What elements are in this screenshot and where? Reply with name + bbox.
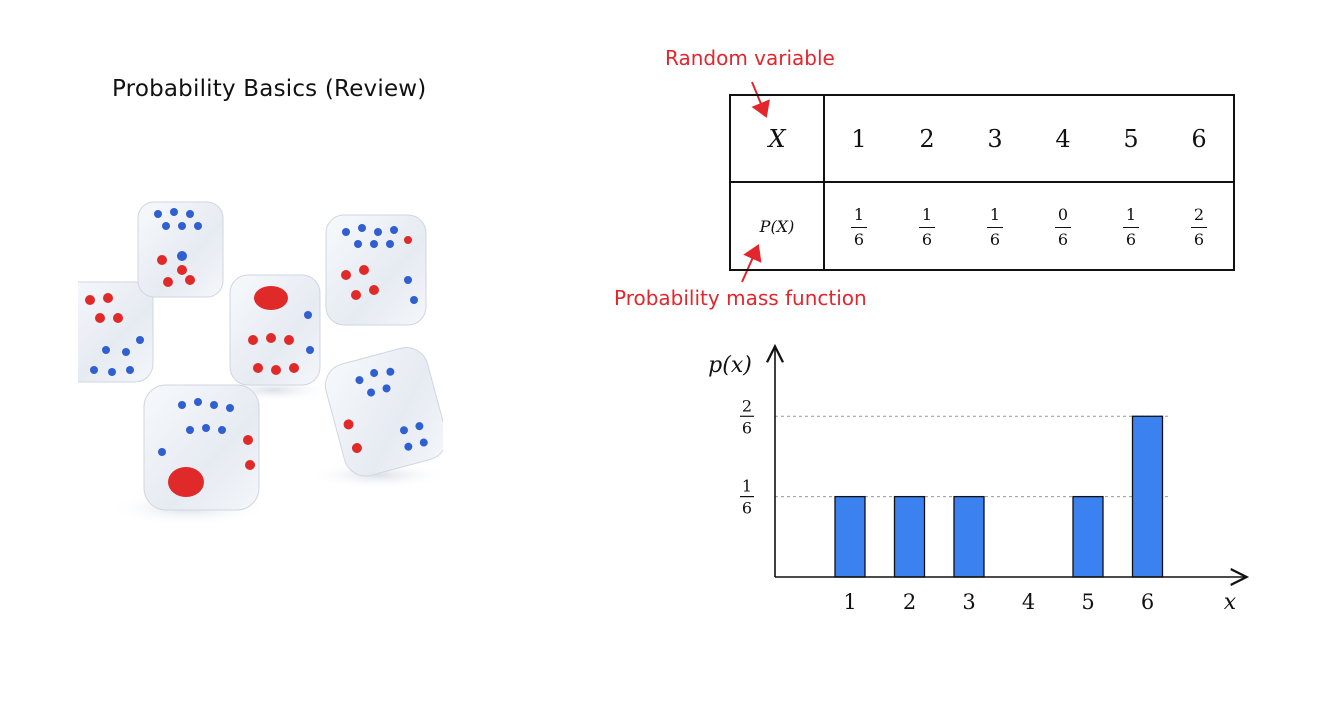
y-tick-numerator: 2	[742, 396, 752, 415]
die	[57, 281, 154, 383]
fraction-denominator: 6	[853, 229, 865, 249]
bar	[953, 495, 985, 578]
x-tick-label: 3	[962, 590, 975, 614]
table-cell: 3	[987, 124, 1003, 153]
fraction-denominator: 6	[921, 229, 933, 249]
x-header: X	[730, 95, 825, 182]
die	[324, 347, 448, 477]
y-axis-label: p(x)	[708, 353, 752, 378]
bar	[834, 495, 866, 578]
fraction-numerator: 2	[1190, 206, 1208, 228]
table-row-values: X 1 2 3 4 5 6	[730, 95, 1234, 182]
y-tick-denominator: 6	[742, 418, 752, 437]
table-cell: 5	[1123, 124, 1139, 153]
slide-title: Probability Basics (Review)	[112, 76, 427, 102]
bar	[893, 495, 926, 578]
fraction-denominator: 6	[1193, 229, 1205, 249]
table-cell: 1	[851, 124, 867, 153]
pmf-annotation: Probability mass function	[614, 286, 867, 310]
x-tick-label: 4	[1022, 590, 1035, 614]
pmf-bar-chart: 1 6 2 6 1 2 3 4 5 6 x p(x)	[708, 340, 1260, 615]
x-tick-label: 1	[843, 590, 856, 614]
x-tick-label: 2	[903, 590, 916, 614]
table-cell: 2	[919, 124, 935, 153]
y-tick-numerator: 1	[742, 477, 752, 496]
fraction-denominator: 6	[1125, 229, 1137, 249]
bar	[1072, 495, 1104, 578]
die	[229, 274, 321, 386]
x-axis-label: x	[1224, 590, 1237, 615]
fraction-numerator: 1	[1122, 206, 1140, 228]
x-tick-label: 5	[1081, 590, 1094, 614]
bar	[1131, 415, 1164, 578]
fraction-numerator: 1	[918, 206, 936, 228]
fraction-numerator: 0	[1054, 206, 1072, 228]
table-cell: 6	[1191, 124, 1207, 153]
random-variable-annotation: Random variable	[665, 46, 835, 70]
fraction-denominator: 6	[1057, 229, 1069, 249]
px-header: P(X)	[730, 181, 825, 270]
table-cell: 4	[1055, 124, 1071, 153]
die	[143, 384, 260, 511]
fraction-numerator: 1	[850, 206, 868, 228]
y-tick-denominator: 6	[742, 499, 752, 518]
fraction-denominator: 6	[989, 229, 1001, 249]
dice-image	[57, 190, 448, 530]
die	[325, 214, 427, 326]
fraction-numerator: 1	[986, 206, 1004, 228]
x-tick-label: 6	[1141, 590, 1154, 614]
die	[137, 201, 224, 298]
